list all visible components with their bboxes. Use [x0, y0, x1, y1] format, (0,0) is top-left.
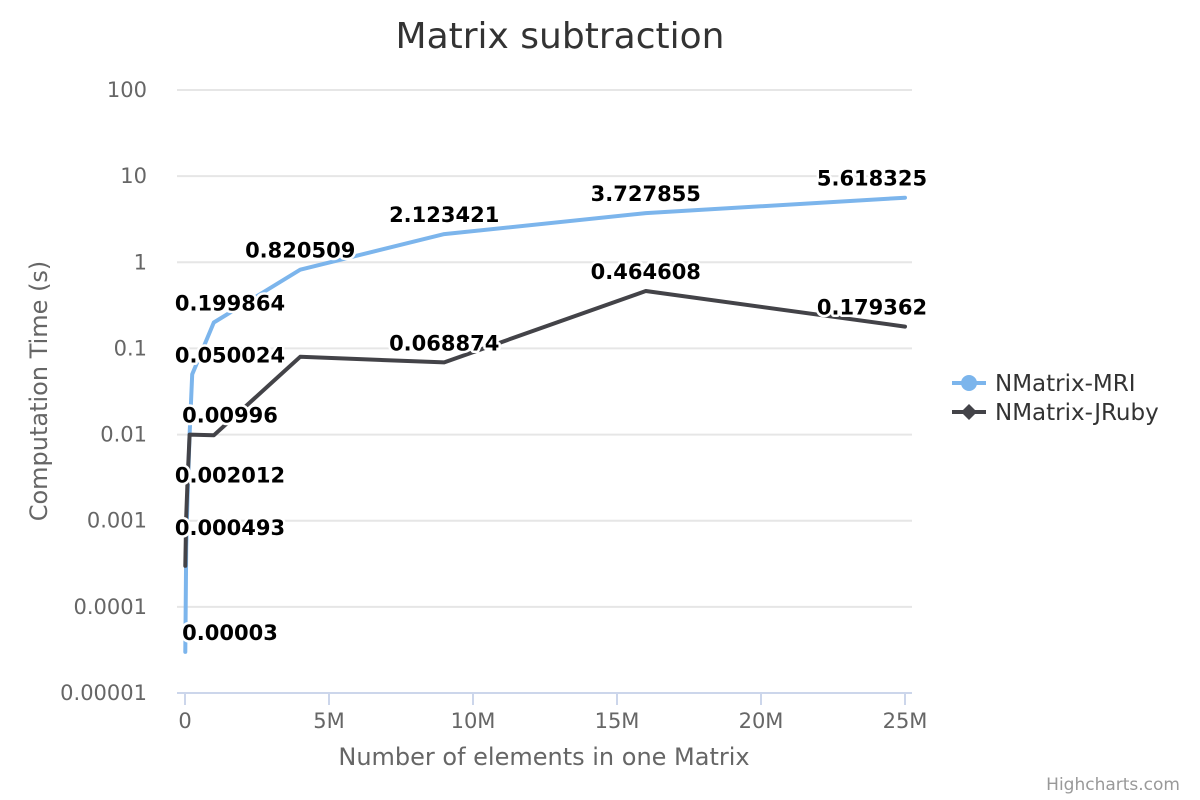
y-tick-label: 0.01 — [100, 423, 147, 447]
x-axis-title: Number of elements in one Matrix — [338, 743, 749, 771]
x-tick-label: 5M — [313, 709, 344, 733]
data-label: 0.00003 — [182, 621, 278, 645]
data-label: 0.000493 — [175, 516, 285, 540]
data-label: 0.820509 — [245, 239, 355, 263]
data-label: 0.068874 — [389, 331, 499, 355]
x-axis-ticks: 0 5M 10M 15M 20M 25M — [178, 709, 927, 733]
data-label: 0.464608 — [591, 260, 701, 284]
data-label: 0.050024 — [175, 343, 285, 367]
y-tick-label: 10 — [120, 164, 147, 188]
x-tick-label: 0 — [178, 709, 191, 733]
x-tick-label: 25M — [883, 709, 928, 733]
y-tick-label: 0.0001 — [74, 595, 147, 619]
legend-item-mri[interactable]: NMatrix-MRI — [952, 371, 1136, 397]
y-tick-label: 0.1 — [114, 336, 147, 360]
data-label: 0.002012 — [175, 464, 285, 488]
gridlines — [177, 89, 912, 608]
legend-item-jruby[interactable]: NMatrix-JRuby — [952, 400, 1159, 426]
x-tick-label: 10M — [451, 709, 496, 733]
x-axis — [177, 692, 912, 705]
data-labels: 0.00003 0.000493 0.002012 0.00996 0.050024 0.… — [172, 164, 929, 647]
y-tick-label: 0.00001 — [60, 681, 147, 705]
credits-link[interactable]: Highcharts.com — [1046, 775, 1180, 795]
x-tick-label: 15M — [595, 709, 640, 733]
circle-marker-icon — [961, 375, 977, 391]
series-line-jruby — [183, 289, 907, 568]
legend-label: NMatrix-JRuby — [995, 400, 1159, 426]
diamond-marker-icon — [961, 404, 977, 420]
y-tick-label: 1 — [134, 250, 147, 274]
data-label: 0.00996 — [182, 404, 278, 428]
y-tick-label: 0.001 — [87, 509, 147, 533]
data-label: 3.727855 — [591, 182, 701, 206]
series-group — [183, 195, 907, 654]
legend: NMatrix-MRI NMatrix-JRuby — [952, 371, 1159, 426]
data-label: 0.199864 — [175, 292, 285, 316]
y-axis-title: Computation Time (s) — [25, 261, 53, 522]
x-tick-label: 20M — [739, 709, 784, 733]
data-label: 0.179362 — [817, 296, 927, 320]
data-label: 2.123421 — [389, 203, 499, 227]
y-axis-ticks: 0.00001 0.0001 0.001 0.01 0.1 1 10 100 — [60, 78, 147, 705]
y-tick-label: 100 — [107, 78, 147, 102]
data-label: 5.618325 — [817, 167, 927, 191]
chart-title: Matrix subtraction — [396, 16, 725, 57]
legend-label: NMatrix-MRI — [995, 371, 1136, 397]
